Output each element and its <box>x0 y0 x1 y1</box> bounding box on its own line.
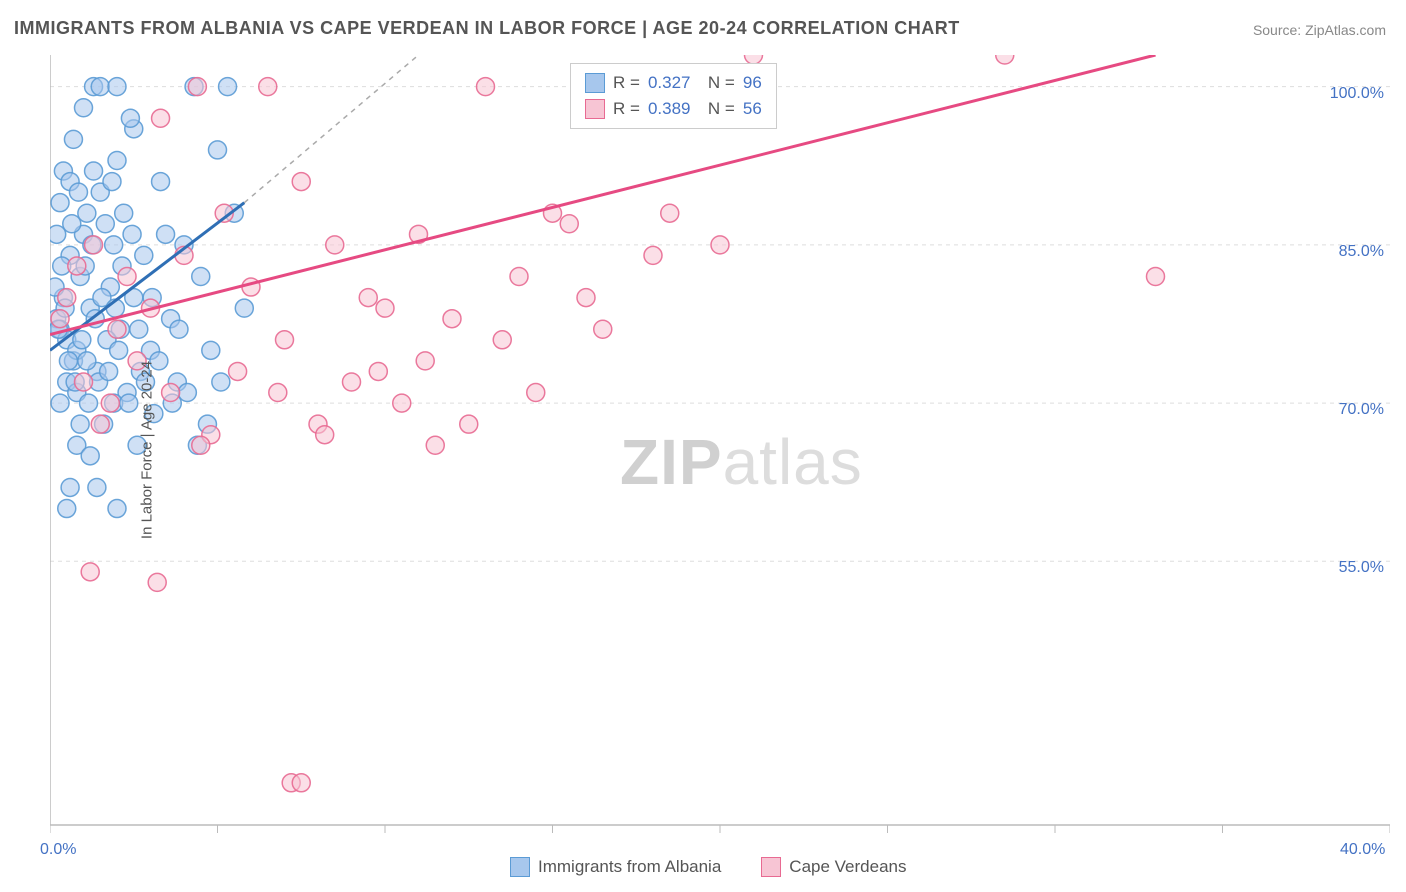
correlation-row-1: R = 0.327 N = 96 <box>585 70 762 96</box>
legend-swatch-albania-bottom <box>510 857 530 877</box>
y-tick-label: 55.0% <box>1339 559 1384 577</box>
legend-label: Immigrants from Albania <box>538 857 721 877</box>
legend-item-albania: Immigrants from Albania <box>510 857 721 877</box>
source-attribution: Source: ZipAtlas.com <box>1253 22 1386 38</box>
correlation-legend: R = 0.327 N = 96 R = 0.389 N = 56 <box>570 63 777 129</box>
scatter-plot-svg <box>50 55 1390 845</box>
x-tick-label: 0.0% <box>40 841 76 859</box>
y-tick-label: 85.0% <box>1339 243 1384 261</box>
x-tick-label: 40.0% <box>1340 841 1385 859</box>
legend-swatch-capeverdean <box>585 99 605 119</box>
legend-swatch-capeverdean-bottom <box>761 857 781 877</box>
correlation-row-2: R = 0.389 N = 56 <box>585 96 762 122</box>
y-tick-label: 100.0% <box>1330 85 1384 103</box>
legend-item-capeverdean: Cape Verdeans <box>761 857 906 877</box>
y-axis-label: In Labor Force | Age 20-24 <box>139 361 156 539</box>
chart-area: ZIPatlas In Labor Force | Age 20-24 R = … <box>50 55 1390 845</box>
chart-title: IMMIGRANTS FROM ALBANIA VS CAPE VERDEAN … <box>14 18 960 39</box>
legend-swatch-albania <box>585 73 605 93</box>
bottom-legend: Immigrants from Albania Cape Verdeans <box>510 857 907 877</box>
legend-label: Cape Verdeans <box>789 857 906 877</box>
y-tick-label: 70.0% <box>1339 401 1384 419</box>
